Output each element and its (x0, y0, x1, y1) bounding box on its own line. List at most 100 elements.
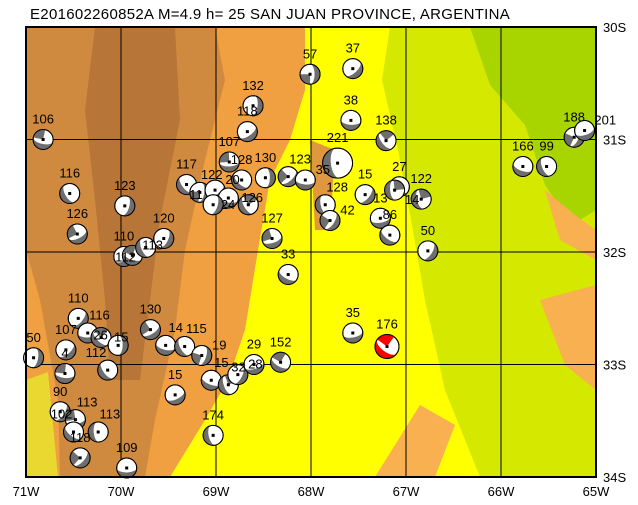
focal-mechanism-event[interactable] (64, 223, 91, 247)
focal-mechanism-event[interactable] (189, 345, 214, 369)
event-depth-label: 14 (405, 192, 419, 207)
foothill-patch (375, 405, 455, 477)
focal-mechanism-event[interactable] (376, 224, 401, 249)
focal-mechanism-event[interactable] (417, 240, 442, 265)
focal-mechanism-event[interactable] (55, 339, 80, 364)
focal-mechanism-event[interactable] (574, 120, 598, 144)
focal-mechanism-event[interactable] (133, 237, 157, 261)
focal-mechanism-event[interactable] (243, 354, 266, 377)
compression-quadrant (135, 238, 150, 258)
event-depth-label: 128 (231, 152, 253, 167)
focal-mechanism-event[interactable] (242, 95, 264, 117)
p-axis-marker (75, 232, 79, 236)
p-axis-marker (270, 237, 274, 240)
focal-mechanism-event[interactable] (384, 179, 406, 201)
compression-quadrant (280, 169, 299, 187)
focal-mechanism-event[interactable] (409, 187, 432, 211)
focal-mechanism-event[interactable] (533, 156, 558, 180)
compression-quadrant (174, 337, 190, 357)
focal-mechanism-event[interactable] (370, 330, 400, 364)
focal-mechanism-event[interactable] (107, 334, 129, 356)
compression-quadrant (97, 362, 114, 381)
p-axis-marker (572, 135, 576, 139)
focal-mechanism-event[interactable] (56, 183, 81, 208)
p-axis-marker (162, 237, 166, 240)
p-axis-marker (336, 161, 340, 165)
focal-mechanism-event[interactable] (561, 126, 587, 150)
compression-quadrant (73, 450, 91, 468)
event-depth-label: 166 (512, 139, 534, 154)
focal-mechanism-event[interactable] (342, 322, 365, 345)
focal-mechanism-event[interactable] (372, 127, 397, 155)
focal-mechanism-event[interactable] (340, 109, 362, 131)
focal-mechanism-event[interactable] (228, 169, 253, 194)
focal-mechanism-event[interactable] (171, 336, 196, 361)
focal-mechanism-event[interactable] (267, 349, 292, 376)
focal-mechanism-event[interactable] (227, 364, 251, 388)
focal-mechanism-event[interactable] (354, 184, 379, 209)
event-depth-label: 26 (93, 327, 107, 342)
focal-mechanism-event[interactable] (235, 191, 259, 218)
p-axis-marker (279, 360, 283, 364)
focal-mechanism-event[interactable] (218, 151, 240, 173)
focal-mechanism-event[interactable] (66, 447, 94, 472)
focal-mechanism-event[interactable] (114, 195, 137, 218)
focal-mechanism-event[interactable] (274, 166, 302, 191)
focal-mechanism-event[interactable] (275, 264, 299, 289)
event-depth-label: 188 (563, 109, 585, 124)
axis-labels: 71W 70W 69W 68W 67W 66W 65W 30S 31S 32S 33S 34S (13, 20, 627, 499)
focal-mechanism-event[interactable] (299, 63, 321, 85)
focal-mechanism-event[interactable] (202, 194, 225, 217)
focal-mechanism-event[interactable] (316, 210, 344, 235)
focal-mechanism-event[interactable] (87, 323, 112, 351)
focal-mechanism-event[interactable] (153, 228, 177, 252)
focal-mechanism-event[interactable] (321, 147, 354, 180)
map-title: E201602260852A M=4.9 h= 25 SAN JUAN PROV… (30, 6, 511, 23)
p-axis-marker (116, 343, 120, 347)
compression-quadrant (379, 130, 394, 141)
event-depth-label: 117 (176, 157, 197, 172)
focal-mechanism-event[interactable] (59, 421, 84, 446)
focal-mechanism-event[interactable] (201, 424, 224, 447)
focal-mechanism-event[interactable] (510, 156, 534, 180)
focal-mechanism-event[interactable] (342, 58, 367, 83)
compression-quadrant (63, 425, 82, 442)
event-depth-label: 15 (358, 167, 372, 182)
event-depth-label: 57 (303, 46, 317, 61)
focal-mechanism-event[interactable] (236, 121, 261, 146)
focal-mechanism-event[interactable] (116, 457, 138, 479)
compression-quadrant (88, 422, 100, 442)
focal-mechanism-event[interactable] (198, 369, 222, 393)
focal-mechanism-event[interactable] (254, 167, 276, 189)
p-axis-marker (211, 433, 215, 437)
event-depth-label: 126 (241, 190, 263, 205)
compression-quadrant (358, 186, 376, 205)
lat-tick-label: 30S (603, 20, 626, 35)
compression-quadrant (59, 184, 75, 204)
compression-quadrant (295, 179, 316, 190)
focal-mechanism-event[interactable] (94, 359, 119, 384)
focal-mechanism-event[interactable] (54, 363, 76, 385)
focal-mechanism-event[interactable] (137, 319, 165, 344)
lon-tick-label: 69W (203, 484, 230, 499)
focal-mechanism-event[interactable] (154, 334, 177, 357)
event-depth-label: 221 (327, 130, 349, 145)
focal-mechanism-event[interactable] (369, 207, 392, 230)
focal-mechanism-event[interactable] (31, 128, 54, 152)
focal-mechanism-event[interactable] (164, 384, 188, 408)
event-depth-label: 35 (316, 162, 330, 177)
event-depth-label: 38 (344, 92, 358, 107)
p-axis-marker (200, 354, 204, 357)
focal-mechanism-event[interactable] (259, 228, 284, 252)
compression-quadrant (116, 467, 137, 478)
p-axis-marker (246, 203, 250, 207)
compression-quadrant (166, 390, 186, 405)
focal-mechanism-event[interactable] (313, 194, 336, 217)
focal-mechanism-event[interactable] (294, 169, 316, 191)
p-axis-marker (351, 67, 355, 71)
compression-quadrant (379, 229, 398, 246)
focal-mechanism-event[interactable] (23, 347, 46, 370)
focal-mechanism-event[interactable] (87, 421, 109, 443)
p-axis-marker (198, 190, 202, 194)
